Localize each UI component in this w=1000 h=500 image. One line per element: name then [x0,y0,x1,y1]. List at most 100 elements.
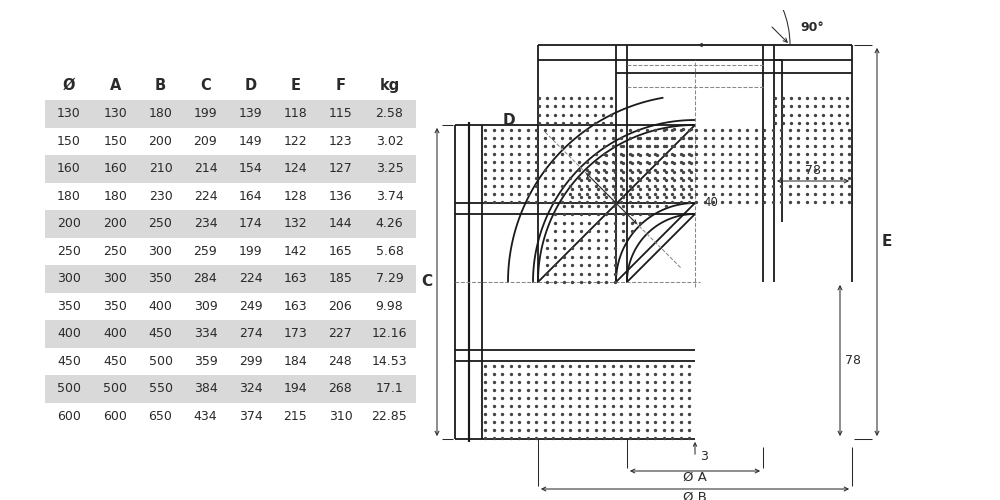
Text: Ø A: Ø A [683,471,707,484]
Text: 40: 40 [703,196,718,209]
FancyBboxPatch shape [45,348,416,375]
Text: 284: 284 [194,272,217,285]
FancyBboxPatch shape [45,100,416,128]
Text: 200: 200 [104,217,127,230]
Text: 350: 350 [149,272,172,285]
Text: 350: 350 [57,300,81,313]
Text: 194: 194 [284,382,307,395]
Text: 17.1: 17.1 [376,382,403,395]
Text: 3.74: 3.74 [376,190,403,203]
FancyBboxPatch shape [45,292,416,320]
Text: 139: 139 [239,108,262,120]
Text: 384: 384 [194,382,217,395]
Text: E: E [882,234,892,250]
Text: 400: 400 [149,300,172,313]
Text: 22.85: 22.85 [372,410,407,422]
Text: 250: 250 [104,244,127,258]
Text: Ø B: Ø B [683,491,707,500]
Text: 150: 150 [57,134,81,148]
Text: 127: 127 [329,162,352,175]
Text: 160: 160 [57,162,81,175]
Text: 144: 144 [329,217,352,230]
Text: 224: 224 [194,190,217,203]
Text: 150: 150 [104,134,127,148]
Text: 209: 209 [194,134,217,148]
Text: 600: 600 [104,410,127,422]
Text: 200: 200 [57,217,81,230]
Text: C: C [200,78,211,93]
Text: 434: 434 [194,410,217,422]
Text: 12.16: 12.16 [372,327,407,340]
Text: 200: 200 [149,134,172,148]
Text: 3: 3 [700,450,708,463]
Text: 3.25: 3.25 [376,162,403,175]
Text: 206: 206 [329,300,352,313]
Text: 174: 174 [239,217,262,230]
Text: 185: 185 [329,272,352,285]
Text: 3.02: 3.02 [376,134,403,148]
Text: 359: 359 [194,355,217,368]
Text: 130: 130 [104,108,127,120]
Text: 224: 224 [239,272,262,285]
Text: 500: 500 [57,382,81,395]
FancyBboxPatch shape [45,182,416,210]
Text: D: D [503,113,516,128]
Text: F: F [335,78,346,93]
Text: E: E [290,78,300,93]
FancyBboxPatch shape [45,375,416,402]
Text: 250: 250 [57,244,81,258]
Text: 154: 154 [239,162,262,175]
Text: Ø: Ø [63,78,75,93]
Text: 78: 78 [805,164,821,177]
Text: 249: 249 [239,300,262,313]
Text: 215: 215 [284,410,307,422]
FancyBboxPatch shape [45,265,416,292]
Text: 180: 180 [149,108,172,120]
Text: 130: 130 [57,108,81,120]
Text: 165: 165 [329,244,352,258]
Text: 500: 500 [148,355,173,368]
Text: 173: 173 [284,327,307,340]
Text: 9.98: 9.98 [376,300,403,313]
FancyBboxPatch shape [45,320,416,347]
Text: 210: 210 [149,162,172,175]
FancyBboxPatch shape [45,128,416,155]
Text: 450: 450 [149,327,172,340]
Text: 309: 309 [194,300,217,313]
FancyBboxPatch shape [45,238,416,265]
Text: 300: 300 [57,272,81,285]
Text: 259: 259 [194,244,217,258]
Text: 350: 350 [104,300,127,313]
Text: 124: 124 [284,162,307,175]
Text: C: C [421,274,433,289]
Text: 132: 132 [284,217,307,230]
Text: 115: 115 [329,108,352,120]
Text: D: D [244,78,257,93]
Text: 184: 184 [284,355,307,368]
Text: 118: 118 [284,108,307,120]
Text: 160: 160 [104,162,127,175]
Text: 400: 400 [57,327,81,340]
Text: 600: 600 [57,410,81,422]
FancyBboxPatch shape [45,155,416,182]
Text: 300: 300 [104,272,127,285]
FancyBboxPatch shape [45,402,416,430]
Text: 136: 136 [329,190,352,203]
Text: 234: 234 [194,217,217,230]
Text: 324: 324 [239,382,262,395]
Text: B: B [155,78,166,93]
Text: 180: 180 [104,190,127,203]
Text: 650: 650 [149,410,172,422]
Text: 123: 123 [329,134,352,148]
Text: 214: 214 [194,162,217,175]
Text: 128: 128 [284,190,307,203]
Text: 163: 163 [284,272,307,285]
Text: 7.29: 7.29 [376,272,403,285]
Text: 199: 199 [194,108,217,120]
Text: 164: 164 [239,190,262,203]
Text: 78: 78 [845,354,861,367]
Text: 122: 122 [284,134,307,148]
Text: 248: 248 [329,355,352,368]
Text: 2.58: 2.58 [376,108,403,120]
Text: 450: 450 [104,355,127,368]
